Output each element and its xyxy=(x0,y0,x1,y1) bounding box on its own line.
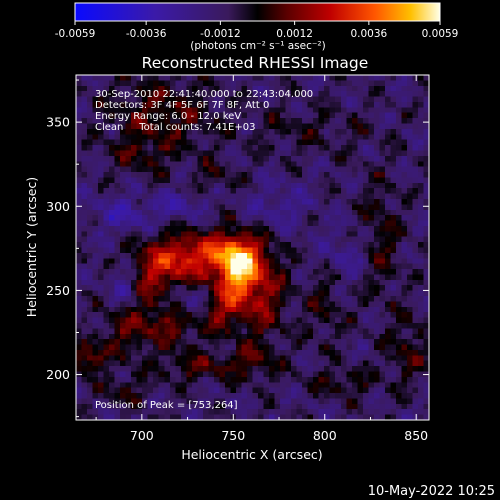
chart-title: Reconstructed RHESSI Image xyxy=(142,54,369,72)
annotation-detectors: Detectors: 3F 4F 5F 6F 7F 8F, Att 0 xyxy=(95,100,269,111)
y-axis-label: Heliocentric Y (arcsec) xyxy=(24,177,39,317)
y-tick-label: 300 xyxy=(46,199,70,214)
y-tick-label: 250 xyxy=(46,283,70,298)
colorbar: -0.0059 -0.0036 -0.0012 0.0012 0.0036 0.0059 … xyxy=(55,2,459,52)
colorbar-ticks: -0.0059 -0.0036 -0.0012 0.0012 0.0036 0.0059 xyxy=(55,21,459,40)
colorbar-tick-label: -0.0012 xyxy=(200,28,241,40)
colorbar-tick-label: -0.0036 xyxy=(126,28,167,40)
axis-ticks: 700 750 800 850 200 250 300 350 xyxy=(46,75,429,443)
colorbar-gradient xyxy=(74,2,441,22)
y-tick-label: 350 xyxy=(46,115,70,130)
x-axis-label: Heliocentric X (arcsec) xyxy=(181,447,322,462)
annotation-energy-range: Energy Range: 6.0 - 12.0 keV xyxy=(95,111,241,122)
annotation-time-range: 30-Sep-2010 22:41:40.000 to 22:43:04.000 xyxy=(95,89,313,100)
colorbar-tick-label: -0.0059 xyxy=(55,28,96,40)
plot-frame xyxy=(75,74,430,421)
y-tick-label: 200 xyxy=(46,367,70,382)
x-tick-label: 700 xyxy=(130,428,154,443)
x-tick-label: 800 xyxy=(313,428,337,443)
colorbar-tick-label: 0.0012 xyxy=(276,28,313,40)
peak-position-label: Position of Peak = [753,264] xyxy=(95,400,238,411)
annotation-total-counts: Clean Total counts: 7.41E+03 xyxy=(95,122,255,133)
x-tick-label: 750 xyxy=(221,428,245,443)
colorbar-tick-label: 0.0059 xyxy=(422,28,459,40)
annotation-block: 30-Sep-2010 22:41:40.000 to 22:43:04.000… xyxy=(95,89,313,133)
heatmap-image xyxy=(76,75,429,420)
colorbar-unit-label: (photons cm⁻² s⁻¹ asec⁻²) xyxy=(190,40,325,52)
footer-timestamp: 10-May-2022 10:25 xyxy=(368,484,495,499)
colorbar-tick-label: 0.0036 xyxy=(350,28,387,40)
x-tick-label: 850 xyxy=(404,428,428,443)
